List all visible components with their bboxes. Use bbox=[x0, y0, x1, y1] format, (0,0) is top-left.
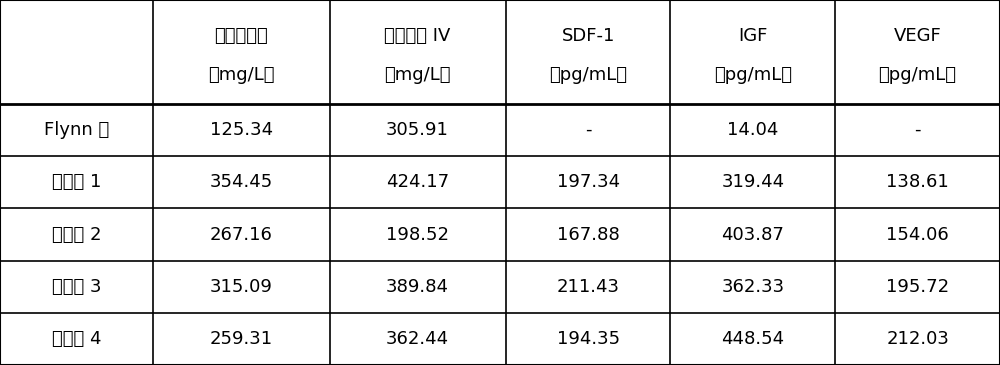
Text: 138.61: 138.61 bbox=[886, 173, 949, 191]
Text: IGF: IGF bbox=[738, 27, 768, 45]
Text: 125.34: 125.34 bbox=[210, 121, 273, 139]
Text: 212.03: 212.03 bbox=[886, 330, 949, 348]
Text: 448.54: 448.54 bbox=[721, 330, 784, 348]
Text: 362.44: 362.44 bbox=[386, 330, 449, 348]
Text: （pg/mL）: （pg/mL） bbox=[549, 66, 627, 84]
Text: 319.44: 319.44 bbox=[721, 173, 784, 191]
Text: 267.16: 267.16 bbox=[210, 226, 273, 243]
Text: VEGF: VEGF bbox=[894, 27, 941, 45]
Text: （mg/L）: （mg/L） bbox=[208, 66, 275, 84]
Text: 实施例 1: 实施例 1 bbox=[52, 173, 101, 191]
Text: -: - bbox=[914, 121, 921, 139]
Text: 实施例 3: 实施例 3 bbox=[52, 278, 101, 296]
Text: （pg/mL）: （pg/mL） bbox=[714, 66, 792, 84]
Text: 194.35: 194.35 bbox=[557, 330, 620, 348]
Text: 315.09: 315.09 bbox=[210, 278, 273, 296]
Text: 胶原蛋白 IV: 胶原蛋白 IV bbox=[384, 27, 451, 45]
Text: （mg/L）: （mg/L） bbox=[384, 66, 451, 84]
Text: 389.84: 389.84 bbox=[386, 278, 449, 296]
Text: （pg/mL）: （pg/mL） bbox=[879, 66, 957, 84]
Text: 195.72: 195.72 bbox=[886, 278, 949, 296]
Text: 层粘连蛋白: 层粘连蛋白 bbox=[215, 27, 268, 45]
Text: 198.52: 198.52 bbox=[386, 226, 449, 243]
Text: 403.87: 403.87 bbox=[721, 226, 784, 243]
Text: 362.33: 362.33 bbox=[721, 278, 784, 296]
Text: 197.34: 197.34 bbox=[557, 173, 620, 191]
Text: Flynn 法: Flynn 法 bbox=[44, 121, 109, 139]
Text: SDF-1: SDF-1 bbox=[561, 27, 615, 45]
Text: 305.91: 305.91 bbox=[386, 121, 449, 139]
Text: 211.43: 211.43 bbox=[557, 278, 620, 296]
Text: 424.17: 424.17 bbox=[386, 173, 449, 191]
Text: 354.45: 354.45 bbox=[210, 173, 273, 191]
Text: 154.06: 154.06 bbox=[886, 226, 949, 243]
Text: 实施例 4: 实施例 4 bbox=[52, 330, 101, 348]
Text: 14.04: 14.04 bbox=[727, 121, 779, 139]
Text: 实施例 2: 实施例 2 bbox=[52, 226, 101, 243]
Text: 167.88: 167.88 bbox=[557, 226, 619, 243]
Text: -: - bbox=[585, 121, 591, 139]
Text: 259.31: 259.31 bbox=[210, 330, 273, 348]
